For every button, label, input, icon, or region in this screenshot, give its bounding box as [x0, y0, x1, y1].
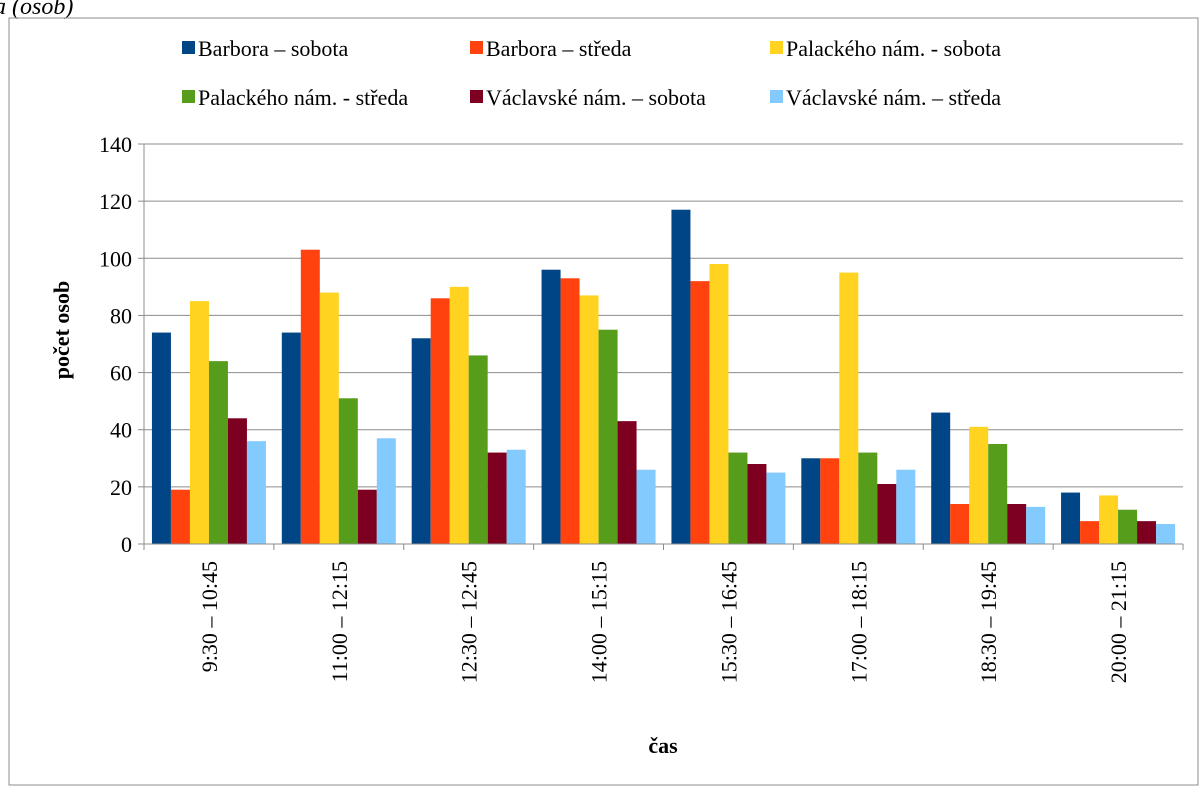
bar [1137, 521, 1157, 544]
y-axis-title: počet osob [49, 281, 74, 379]
bar [579, 295, 599, 544]
legend-entry: Palackého nám. - středa [182, 85, 408, 110]
bar [896, 469, 916, 544]
legend-label: Barbora – středa [486, 36, 632, 61]
y-tick-labels: 0 20 40 60 80 100 120 140 [99, 132, 132, 557]
y-tick-label: 80 [110, 303, 132, 328]
bar [541, 269, 561, 544]
bar [1007, 504, 1027, 544]
bar [747, 464, 767, 544]
bar [839, 272, 859, 544]
bar [1061, 492, 1081, 544]
x-tick-label: 15:30 – 16:45 [716, 561, 741, 683]
bar [709, 264, 729, 544]
bar [728, 452, 748, 544]
chart-frame [8, 17, 1199, 786]
x-axis-title: čas [648, 733, 678, 758]
bar [858, 452, 878, 544]
bar [227, 418, 247, 544]
legend-label: Václavské nám. – středa [786, 85, 1001, 110]
legend-label: Barbora – sobota [198, 36, 349, 61]
bar [820, 458, 840, 544]
legend-entry: Barbora – středa [470, 36, 632, 61]
bar [319, 292, 339, 544]
bar [1156, 524, 1176, 544]
legend-swatch [470, 90, 483, 103]
bar [487, 452, 507, 544]
bar [246, 441, 266, 544]
legend-swatch [182, 90, 195, 103]
x-tick-label: 17:00 – 18:15 [846, 561, 871, 683]
axes [138, 143, 1184, 550]
bar [617, 421, 637, 544]
bar [208, 361, 228, 544]
bar [671, 209, 691, 544]
x-tick-labels: 9:30 – 10:45 11:00 – 12:15 12:30 – 12:45 14… [197, 561, 1131, 683]
legend-swatch [182, 41, 195, 54]
x-tick-label: 11:00 – 12:15 [327, 561, 352, 682]
bar [690, 281, 710, 544]
bar [1118, 509, 1138, 544]
bar [988, 444, 1008, 544]
bar [338, 398, 358, 544]
y-tick-label: 40 [110, 418, 132, 443]
legend-label: Václavské nám. – sobota [486, 85, 706, 110]
bar [449, 286, 469, 544]
y-tick-label: 0 [121, 532, 132, 557]
bar [411, 338, 431, 544]
bar [766, 472, 786, 544]
legend-swatch [770, 41, 783, 54]
legend-swatch [470, 41, 483, 54]
y-tick-label: 120 [99, 189, 132, 214]
bar [1080, 521, 1100, 544]
legend-entry: Palackého nám. - sobota [770, 36, 1001, 61]
bar [1026, 506, 1046, 544]
bars [151, 209, 1176, 544]
bar [281, 332, 301, 544]
bar [189, 301, 209, 544]
y-tick-label: 100 [99, 246, 132, 271]
y-tick-label: 140 [99, 132, 132, 157]
bar [376, 438, 396, 544]
bar [877, 484, 897, 544]
bar [1099, 495, 1119, 544]
legend-label: Palackého nám. - sobota [786, 36, 1001, 61]
bar [636, 469, 656, 544]
y-tick-label: 20 [110, 475, 132, 500]
bar [300, 249, 320, 544]
bar [560, 278, 580, 544]
x-tick-label: 18:30 – 19:45 [976, 561, 1001, 683]
legend-entry: Václavské nám. – středa [770, 85, 1001, 110]
y-tick-label: 60 [110, 361, 132, 386]
legend-swatch [770, 90, 783, 103]
bar [170, 489, 190, 544]
bar [950, 504, 970, 544]
x-tick-label: 14:00 – 15:15 [587, 561, 612, 683]
bar [151, 332, 171, 544]
bar [801, 458, 821, 544]
legend: Barbora – sobota Barbora – středa Palackéh… [182, 36, 1001, 110]
legend-entry: Barbora – sobota [182, 36, 349, 61]
x-tick-label: 9:30 – 10:45 [197, 561, 222, 672]
bar [506, 449, 526, 544]
legend-entry: Václavské nám. – sobota [470, 85, 706, 110]
legend-label: Palackého nám. - středa [198, 85, 408, 110]
bar [931, 412, 951, 544]
bar [357, 489, 377, 544]
x-tick-label: 20:00 – 21:15 [1106, 561, 1131, 683]
bar [468, 355, 488, 544]
header-fragment: a (osob) [0, 0, 73, 20]
bar [598, 329, 618, 544]
bar [430, 298, 450, 544]
x-tick-label: 12:30 – 12:45 [457, 561, 482, 683]
bar [969, 426, 989, 544]
